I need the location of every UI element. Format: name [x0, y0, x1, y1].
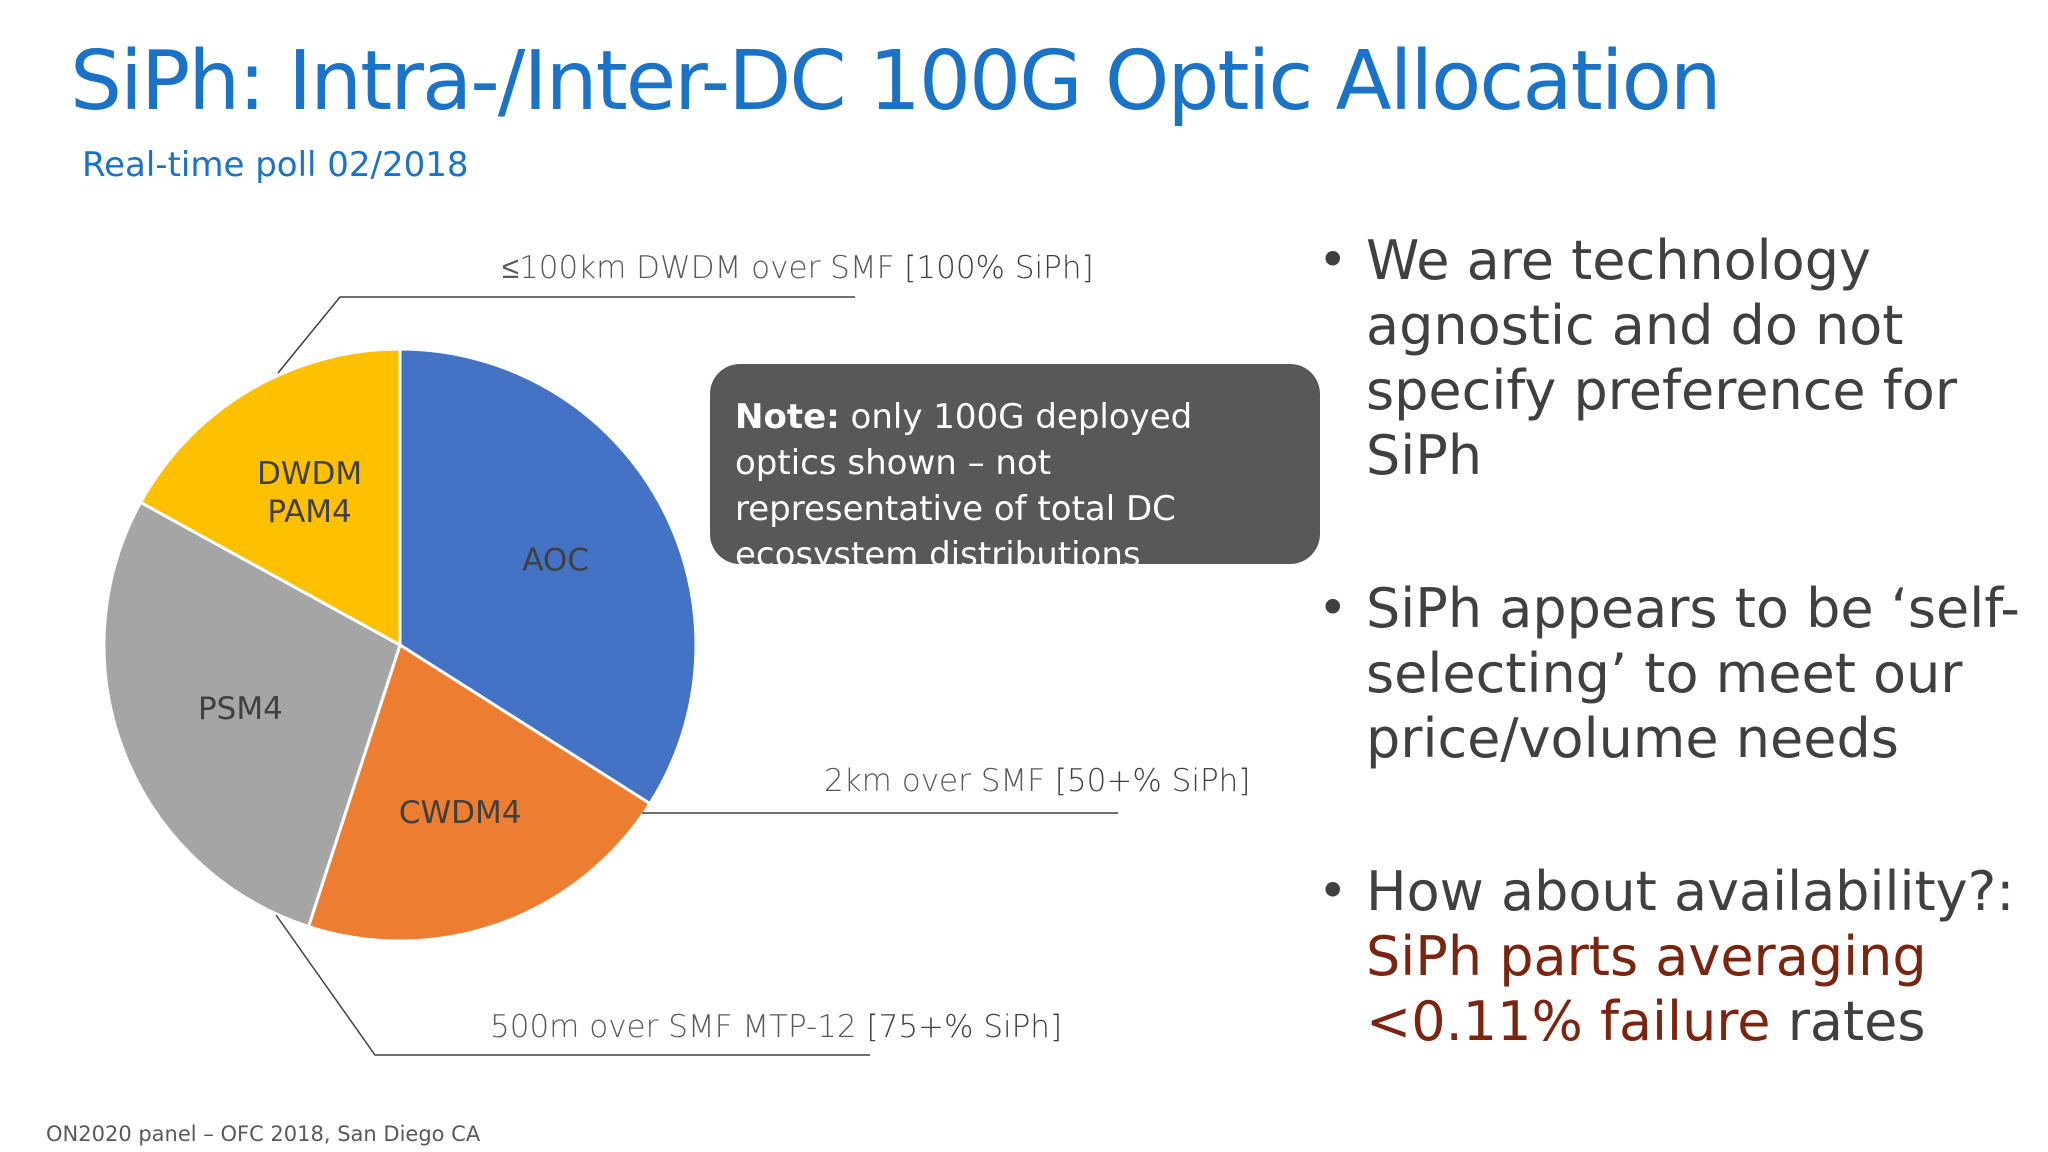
- note-label: Note:: [735, 397, 840, 437]
- slide-subtitle: Real-time poll 02/2018: [82, 145, 469, 185]
- pie-label-cwdm4: CWDM4: [399, 795, 522, 831]
- bullet-tail: rates: [1770, 990, 1926, 1053]
- callout-label-cwdm4: 2km over SMF [50+% SiPh]: [824, 763, 1250, 799]
- pie-slice-cwdm4: [306, 642, 652, 943]
- callout-label-psm4: 500m over SMF MTP-12 [75+% SiPh]: [490, 1009, 1062, 1045]
- note-box: Note: only 100G deployed optics shown – …: [710, 364, 1320, 575]
- bullet-list: We are technology agnostic and do not sp…: [1310, 228, 2030, 1142]
- callout-text: ≤100km DWDM over SMF: [502, 250, 905, 286]
- bullet-item: How about availability?: SiPh parts aver…: [1310, 859, 2030, 1054]
- callout-bracket: [75+% SiPh]: [866, 1009, 1063, 1045]
- pie-slice-psm4: [102, 500, 402, 929]
- leader-line-psm4: [275, 914, 870, 1056]
- bullet-item: SiPh appears to be ‘self-selecting’ to m…: [1310, 576, 2030, 771]
- callout-text: 2km over SMF: [824, 763, 1055, 799]
- callout-bracket: [50+% SiPh]: [1054, 763, 1251, 799]
- leader-line-dwdm: [277, 296, 855, 374]
- pie-label-aoc: AOC: [522, 542, 589, 578]
- callout-text: 500m over SMF MTP-12: [490, 1009, 867, 1045]
- bullet-item: We are technology agnostic and do not sp…: [1310, 228, 2030, 488]
- pie-slice-aoc: [398, 347, 698, 806]
- pie-label-psm4: PSM4: [198, 691, 283, 727]
- slide-title: SiPh: Intra-/Inter-DC 100G Optic Allocat…: [70, 34, 1722, 129]
- bullet-text: How about availability?:: [1366, 860, 2015, 923]
- callout-bracket: [100% SiPh]: [904, 250, 1094, 286]
- bullet-text: SiPh appears to be ‘self-selecting’ to m…: [1366, 577, 2020, 770]
- bullet-highlight: SiPh parts averaging <0.11% failure: [1366, 925, 1927, 1053]
- pie-label-dwdm-pam4: DWDM PAM4: [257, 456, 362, 530]
- note-text: only 100G deployed optics shown – not re…: [735, 397, 1193, 575]
- bullet-text: We are technology agnostic and do not sp…: [1366, 229, 1958, 487]
- pie-slice-dwdm-pam4: [138, 347, 402, 648]
- callout-label-dwdm: ≤100km DWDM over SMF [100% SiPh]: [502, 250, 1094, 286]
- footer: ON2020 panel – OFC 2018, San Diego CA: [46, 1122, 481, 1146]
